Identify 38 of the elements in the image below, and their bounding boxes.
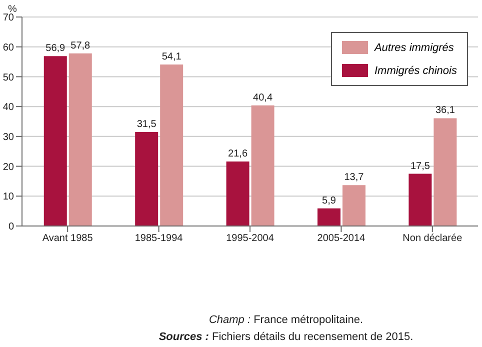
data-label: 56,9 [46, 43, 66, 54]
legend-label: Immigrés chinois [374, 64, 457, 76]
data-label: 57,8 [70, 40, 91, 52]
y-tick-label: 10 [2, 192, 14, 203]
y-tick-label: 50 [2, 72, 14, 84]
bar [434, 118, 457, 226]
bar [408, 174, 432, 226]
bar [68, 53, 92, 226]
y-axis-title: % [8, 4, 17, 15]
bar [160, 64, 184, 226]
y-tick-label: 60 [2, 42, 14, 54]
bar [135, 132, 158, 226]
text: Champ : France métropolitaine. [208, 314, 364, 326]
bar [226, 162, 250, 226]
legend-label: Autres immigrés [374, 42, 454, 54]
bar [44, 56, 67, 226]
data-label: 36,1 [435, 105, 456, 116]
data-label: 31,5 [136, 118, 157, 130]
data-label: 40,4 [253, 92, 273, 104]
data-label: 54,1 [162, 51, 182, 62]
y-tick-label: 20 [2, 162, 14, 173]
y-tick-label: 40 [2, 102, 14, 114]
y-tick-label: 0 [8, 222, 14, 233]
bar [251, 105, 274, 226]
bar [342, 185, 366, 226]
bar [317, 208, 340, 226]
y-tick-label: 70 [2, 12, 14, 24]
y-tick-label: 30 [2, 132, 14, 143]
data-label: 21,6 [228, 148, 248, 160]
x-tick-label: 1995-2004 [226, 233, 274, 244]
x-tick-label: Avant 1985 [42, 233, 94, 244]
x-tick-label: 1985-1994 [134, 233, 184, 244]
x-tick-label: Non déclarée [402, 233, 463, 244]
data-label: 5,9 [322, 195, 336, 206]
x-tick-label: 2005-2014 [317, 233, 366, 244]
source-note: Sources : Fichiers détails du recensement de 2015. [158, 331, 414, 343]
data-label: 17,5 [410, 160, 430, 172]
data-label: 13,7 [344, 172, 364, 184]
